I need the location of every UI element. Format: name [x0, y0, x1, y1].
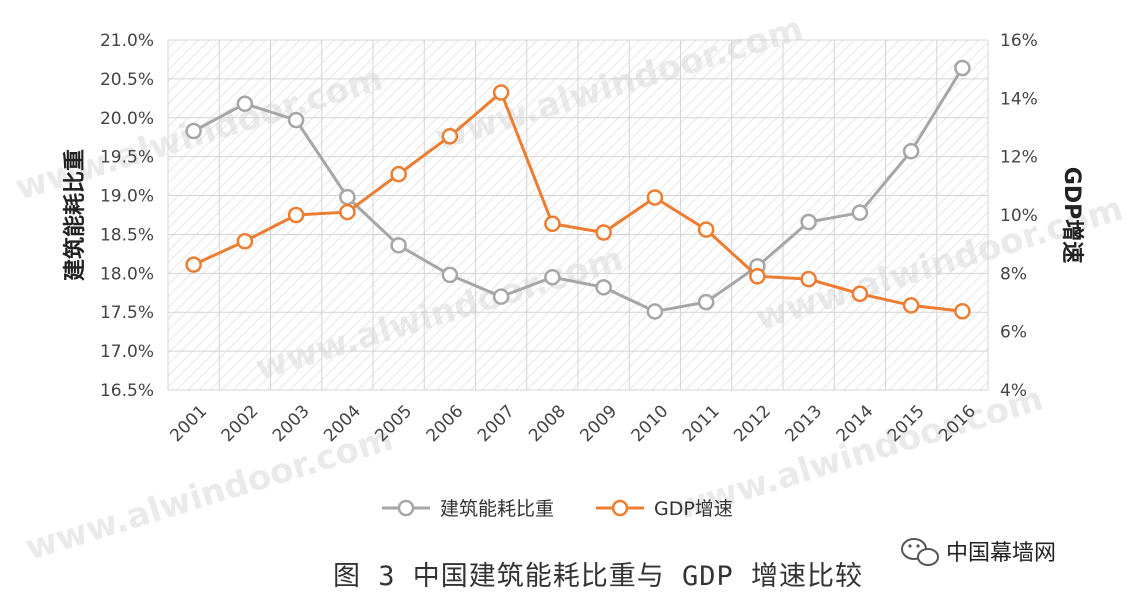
x-tick-label: 2012: [730, 401, 775, 446]
data-point-building-energy: [800, 213, 817, 231]
x-tick-label: 2002: [218, 401, 263, 446]
legend-marker-orange: [611, 499, 629, 517]
legend: 建筑能耗比重 GDP增速: [382, 498, 733, 520]
data-point-gdp-growth: [492, 84, 510, 101]
data-point-building-energy: [902, 142, 920, 160]
data-point-gdp-growth: [287, 206, 305, 224]
logo: 中国幕墙网: [901, 538, 1056, 566]
data-point-building-energy: [954, 59, 971, 77]
data-point-building-energy: [185, 122, 202, 140]
left-tick-label: 18.0%: [100, 264, 154, 284]
data-point-gdp-growth: [185, 256, 202, 273]
data-point-building-energy: [595, 279, 612, 296]
x-tick-label: 2009: [576, 401, 621, 446]
watermark-text: www.alwindoor.com: [21, 419, 398, 569]
x-tick-label: 2006: [423, 401, 468, 446]
data-point-building-energy: [697, 293, 715, 311]
x-tick-label: 2001: [166, 401, 211, 446]
data-point-gdp-growth: [544, 215, 561, 232]
data-point-gdp-growth: [902, 297, 920, 314]
data-point-gdp-growth: [236, 233, 254, 250]
data-point-gdp-growth: [749, 268, 766, 285]
data-point-gdp-growth: [851, 285, 869, 302]
left-tick-label: 20.0%: [100, 109, 154, 129]
logo-text: 中国幕墙网: [946, 541, 1056, 566]
data-point-gdp-growth: [595, 224, 612, 241]
left-axis-title: 建筑能耗比重: [62, 149, 88, 281]
data-point-building-energy: [339, 188, 356, 206]
data-point-gdp-growth: [697, 221, 715, 238]
data-point-building-energy: [441, 266, 459, 284]
right-tick-label: 16%: [1000, 31, 1038, 51]
x-tick-label: 2011: [679, 401, 724, 446]
data-point-building-energy: [492, 288, 510, 305]
series-layer: [185, 59, 971, 320]
left-axis-ticks: 16.5% 17.0% 17.5% 18.0% 18.5% 19.0% 19.5% 20.0%…: [100, 31, 154, 401]
x-tick-label: 2008: [525, 401, 570, 446]
legend-label-grey: 建筑能耗比重: [440, 498, 554, 520]
data-point-gdp-growth: [646, 189, 664, 206]
data-point-building-energy: [851, 204, 869, 221]
data-point-gdp-growth: [800, 270, 817, 288]
left-tick-label: 21.0%: [100, 31, 154, 51]
data-point-gdp-growth: [954, 303, 971, 320]
data-point-building-energy: [236, 95, 254, 113]
right-tick-label: 8%: [1000, 264, 1027, 284]
data-point-building-energy: [287, 111, 305, 129]
x-tick-label: 2007: [474, 401, 519, 446]
right-axis-title: GDP增速: [1059, 167, 1085, 263]
left-tick-label: 20.5%: [100, 70, 154, 90]
wechat-icon: [901, 538, 939, 566]
data-point-gdp-growth: [441, 128, 459, 145]
data-point-building-energy: [544, 268, 561, 286]
left-tick-label: 19.5%: [100, 148, 154, 168]
figure-caption: 图 3 中国建筑能耗比重与 GDP 增速比较: [333, 561, 863, 592]
data-point-building-energy: [390, 237, 407, 254]
x-tick-label: 2013: [781, 401, 826, 446]
series-line-building-energy: [192, 67, 964, 314]
right-axis-ticks: 4% 6% 8% 10% 12% 14% 16%: [1000, 31, 1038, 401]
legend-label-orange: GDP增速: [654, 498, 733, 520]
left-tick-label: 17.0%: [100, 342, 154, 362]
x-tick-label: 2003: [269, 401, 314, 446]
data-point-building-energy: [646, 303, 664, 320]
x-tick-label: 2010: [628, 401, 673, 446]
right-tick-label: 12%: [1000, 148, 1038, 168]
right-tick-label: 14%: [1000, 89, 1038, 109]
left-tick-label: 17.5%: [100, 303, 154, 323]
data-point-gdp-growth: [390, 165, 407, 183]
left-tick-label: 16.5%: [100, 381, 154, 401]
gridlines: [167, 39, 989, 391]
right-tick-label: 10%: [1000, 206, 1038, 226]
right-tick-label: 4%: [1000, 381, 1027, 401]
legend-marker-grey: [397, 499, 415, 517]
right-tick-label: 6%: [1000, 323, 1027, 343]
left-tick-label: 18.5%: [100, 225, 154, 245]
data-point-gdp-growth: [339, 203, 356, 221]
series-line-gdp-growth: [193, 89, 963, 313]
left-tick-label: 19.0%: [100, 187, 154, 207]
